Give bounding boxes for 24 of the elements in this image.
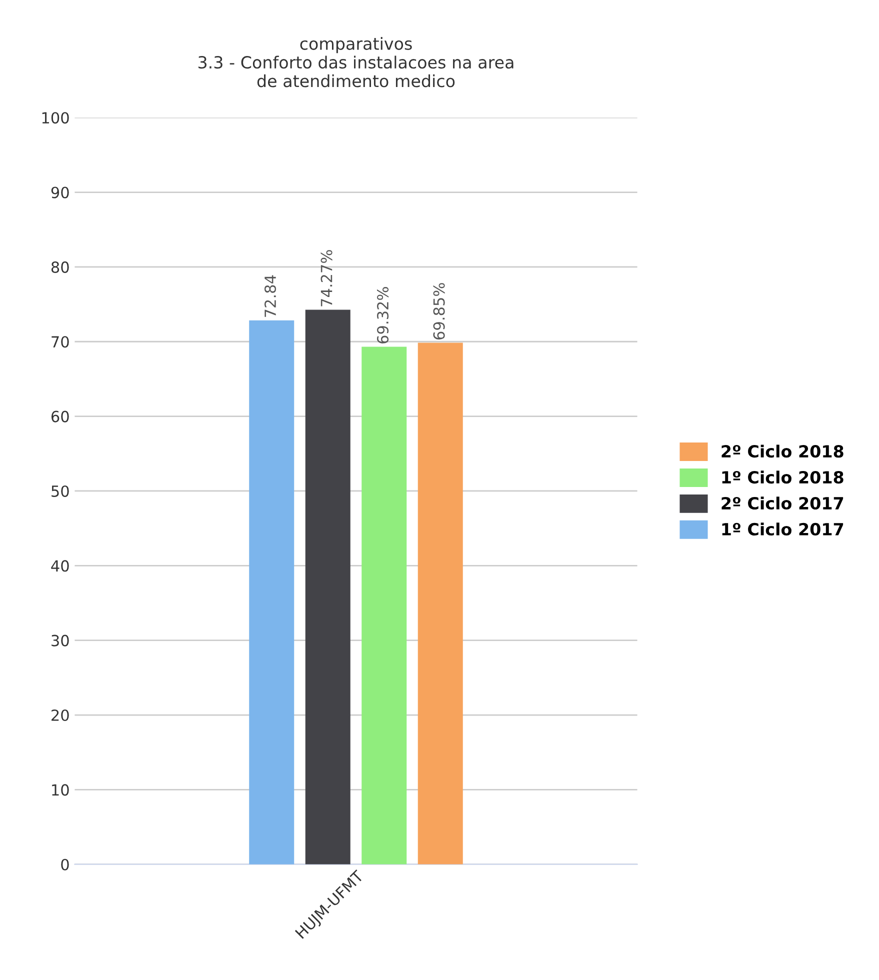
- y-tick-label: 40: [51, 560, 69, 572]
- y-tick-label: 20: [52, 709, 69, 722]
- data-label: 69.32%: [377, 287, 389, 344]
- y-tick-label: 30: [52, 634, 69, 646]
- bar: [362, 346, 407, 864]
- data-label: 74.27%: [320, 250, 332, 306]
- y-tick-label: 10: [52, 784, 69, 796]
- y-tick-label: 60: [51, 410, 69, 422]
- bar: [249, 320, 294, 864]
- legend-label: 2º Ciclo 2018: [722, 444, 844, 458]
- data-label: 69.85%: [433, 283, 445, 340]
- legend-label: 1º Ciclo 2018: [722, 470, 844, 484]
- y-tick-label: 0: [61, 858, 69, 870]
- chart-title: comparativos 3.3 - Conforto das instalacoes na area de atendimento medico: [198, 37, 514, 88]
- legend-label: 2º Ciclo 2017: [722, 496, 844, 510]
- bar: [305, 310, 350, 864]
- y-tick-label: 70: [52, 336, 69, 348]
- y-tick-label: 50: [52, 485, 69, 497]
- bar: [418, 342, 463, 864]
- data-label: 72.84: [264, 275, 276, 317]
- y-tick-label: 90: [51, 186, 69, 198]
- y-tick-label: 80: [51, 261, 69, 273]
- y-tick-label: 100: [42, 112, 69, 124]
- legend-label: 1º Ciclo 2017: [722, 522, 844, 536]
